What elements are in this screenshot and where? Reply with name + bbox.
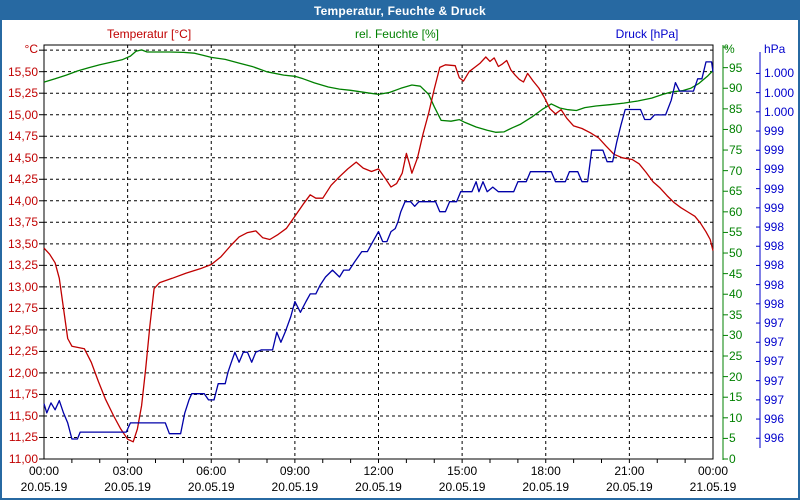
temp-tick-label: 14,50 bbox=[7, 150, 38, 165]
pressure-axis-unit: hPa bbox=[764, 42, 786, 56]
date-tick-label: 20.05.19 bbox=[355, 480, 402, 494]
temp-tick-label: 12,25 bbox=[7, 344, 38, 359]
humidity-tick-label: 35 bbox=[729, 307, 743, 322]
humidity-tick-label: 85 bbox=[729, 101, 743, 116]
time-tick-label: 03:00 bbox=[112, 464, 143, 478]
humidity-tick-label: 45 bbox=[729, 266, 743, 281]
date-tick-label: 20.05.19 bbox=[606, 480, 653, 494]
humidity-tick-label: 55 bbox=[729, 225, 743, 240]
temp-tick-label: 14,00 bbox=[7, 193, 38, 208]
pressure-tick-label: 997 bbox=[764, 392, 785, 407]
humidity-curve bbox=[43, 49, 714, 133]
humidity-tick-label: 70 bbox=[729, 163, 743, 178]
humidity-tick-label: 65 bbox=[729, 184, 743, 199]
humidity-axis-unit: % bbox=[724, 42, 735, 56]
temp-tick-label: 13,25 bbox=[7, 258, 38, 273]
pressure-tick-label: 1.000 bbox=[764, 66, 795, 81]
pressure-tick-label: 1.000 bbox=[764, 85, 795, 100]
time-tick-label: 12:00 bbox=[363, 464, 394, 478]
pressure-tick-label: 996 bbox=[764, 412, 785, 427]
pressure-tick-label: 998 bbox=[764, 258, 785, 273]
pressure-tick-label: 997 bbox=[764, 316, 785, 331]
window-title: Temperatur, Feuchte & Druck bbox=[2, 2, 798, 20]
humidity-tick-label: 10 bbox=[729, 410, 743, 425]
pressure-tick-label: 999 bbox=[764, 200, 785, 215]
humidity-tick-label: 40 bbox=[729, 287, 743, 302]
temp-tick-label: 13,50 bbox=[7, 236, 38, 251]
date-tick-label: 20.05.19 bbox=[187, 480, 235, 494]
pressure-tick-label: 997 bbox=[764, 354, 785, 369]
humidity-tick-label: 20 bbox=[729, 369, 743, 384]
temp-axis-unit: °C bbox=[24, 42, 38, 56]
pressure-tick-label: 998 bbox=[764, 296, 785, 311]
humidity-tick-label: 80 bbox=[729, 122, 743, 137]
humidity-tick-label: 25 bbox=[729, 349, 743, 363]
date-tick-label: 20.05.19 bbox=[438, 480, 486, 494]
temp-tick-label: 11,25 bbox=[8, 430, 38, 445]
legend-pressure: Druck [hPa] bbox=[615, 27, 679, 41]
temp-tick-label: 11,50 bbox=[8, 408, 38, 423]
pressure-tick-label: 997 bbox=[764, 335, 785, 350]
humidity-tick-label: 15 bbox=[729, 390, 743, 405]
date-tick-label: 20.05.19 bbox=[271, 480, 319, 494]
pressure-tick-label: 999 bbox=[764, 143, 785, 158]
pressure-tick-label: 998 bbox=[764, 220, 785, 235]
pressure-tick-label: 1.000 bbox=[764, 104, 795, 119]
pressure-curve bbox=[43, 61, 714, 440]
pressure-tick-label: 996 bbox=[764, 431, 785, 446]
humidity-tick-label: 60 bbox=[729, 204, 743, 219]
pressure-tick-label: 999 bbox=[764, 181, 785, 196]
temp-tick-label: 15,50 bbox=[7, 64, 38, 79]
humidity-tick-label: 95 bbox=[729, 60, 743, 75]
time-tick-label: 18:00 bbox=[530, 464, 561, 478]
humidity-tick-label: 90 bbox=[729, 81, 743, 96]
time-tick-label: 15:00 bbox=[447, 464, 478, 478]
time-tick-label: 00:00 bbox=[28, 464, 60, 478]
temperature-curve bbox=[43, 56, 714, 443]
temp-tick-label: 14,25 bbox=[7, 172, 38, 187]
humidity-tick-label: 5 bbox=[729, 431, 736, 446]
time-tick-label: 09:00 bbox=[279, 464, 310, 478]
time-tick-label: 21:00 bbox=[614, 464, 645, 478]
date-tick-label: 21.05.19 bbox=[689, 480, 737, 494]
humidity-tick-label: 30 bbox=[729, 328, 743, 343]
pressure-tick-label: 998 bbox=[764, 239, 785, 254]
temp-tick-label: 13,75 bbox=[7, 215, 38, 230]
temp-tick-label: 15,00 bbox=[7, 107, 38, 122]
time-tick-label: 06:00 bbox=[196, 464, 227, 478]
pressure-tick-label: 999 bbox=[764, 124, 785, 139]
temp-tick-label: 14,75 bbox=[7, 129, 38, 144]
temp-tick-label: 13,00 bbox=[7, 279, 38, 294]
temp-tick-label: 12,75 bbox=[7, 301, 38, 316]
humidity-tick-label: 50 bbox=[729, 246, 743, 261]
temp-tick-label: 11,75 bbox=[8, 387, 38, 402]
time-tick-label: 00:00 bbox=[697, 464, 729, 478]
date-tick-label: 20.05.19 bbox=[104, 480, 151, 494]
date-tick-label: 20.05.19 bbox=[20, 480, 68, 494]
pressure-tick-label: 999 bbox=[764, 162, 785, 177]
temp-tick-label: 12,00 bbox=[7, 365, 38, 380]
humidity-tick-label: 0 bbox=[729, 452, 736, 466]
temp-tick-label: 11,00 bbox=[8, 452, 38, 466]
pressure-tick-label: 998 bbox=[764, 277, 785, 292]
legend-humidity: rel. Feuchte [%] bbox=[354, 27, 440, 41]
temp-tick-label: 15,25 bbox=[7, 86, 38, 101]
pressure-tick-label: 997 bbox=[764, 373, 785, 388]
legend-temperature: Temperatur [°C] bbox=[107, 27, 192, 41]
date-tick-label: 20.05.19 bbox=[522, 480, 570, 494]
temp-tick-label: 12,50 bbox=[7, 322, 38, 337]
humidity-tick-label: 75 bbox=[729, 143, 743, 158]
